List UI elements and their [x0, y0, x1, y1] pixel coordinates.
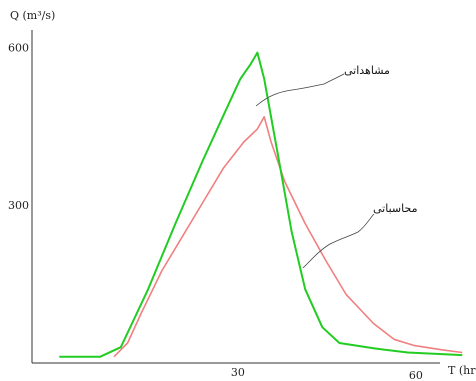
x-tick-label-30: 30: [231, 366, 245, 379]
observed-leader-line: [255, 73, 345, 107]
computed-leader-line: [302, 213, 375, 269]
x-tick-label-60: 60: [409, 369, 423, 381]
y-tick-labels: 300 600: [8, 41, 29, 212]
y-axis-title: Q (m³/s): [10, 9, 55, 22]
x-tick-labels: 30 60: [231, 366, 423, 381]
computed-series-line: [113, 116, 463, 358]
annotation-leaders: [255, 73, 375, 269]
observed-annotation-label: مشاهداتی: [344, 64, 390, 77]
y-tick-label-300: 300: [8, 199, 29, 212]
observed-series-line: [59, 51, 463, 358]
x-axis-title: T (hr): [448, 364, 476, 377]
series-layer: [59, 51, 463, 358]
computed-annotation-label: محاسباتی: [373, 202, 418, 215]
chart-axes: [31, 30, 440, 364]
y-tick-label-600: 600: [8, 41, 29, 54]
